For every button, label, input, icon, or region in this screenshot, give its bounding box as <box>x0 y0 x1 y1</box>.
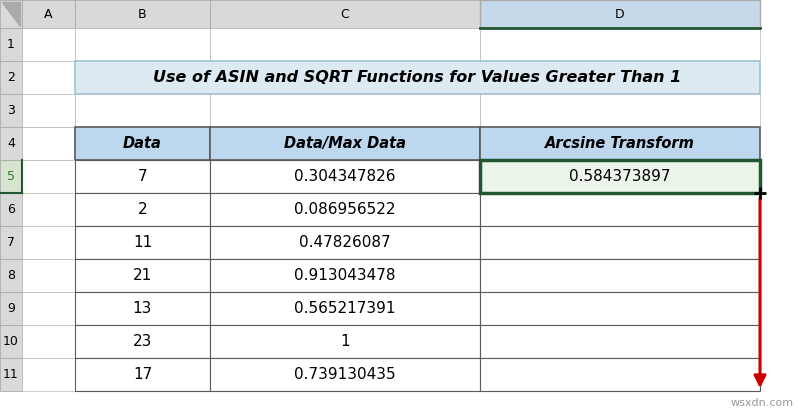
Bar <box>75 61 760 94</box>
Bar <box>22 325 75 358</box>
Polygon shape <box>2 2 20 26</box>
Bar <box>75 0 210 28</box>
Text: 0.304347826: 0.304347826 <box>294 169 396 184</box>
Text: 0.086956522: 0.086956522 <box>294 202 396 217</box>
Bar <box>0 127 22 160</box>
Text: Arcsine Transform: Arcsine Transform <box>545 136 695 151</box>
Text: 3: 3 <box>7 104 15 117</box>
Bar <box>75 193 210 226</box>
Bar <box>0 193 22 226</box>
Text: D: D <box>615 7 625 21</box>
Text: 0.913043478: 0.913043478 <box>294 268 396 283</box>
Bar <box>75 94 210 127</box>
Bar <box>75 259 210 292</box>
Text: 2: 2 <box>7 71 15 84</box>
Bar <box>22 0 75 28</box>
Bar <box>480 94 760 127</box>
Text: 2: 2 <box>138 202 148 217</box>
Bar <box>22 160 75 193</box>
Bar <box>480 28 760 61</box>
Text: 1: 1 <box>340 334 350 349</box>
Bar <box>75 325 210 358</box>
Bar <box>210 193 480 226</box>
Bar <box>0 292 22 325</box>
Text: 7: 7 <box>7 236 15 249</box>
Bar <box>480 160 760 193</box>
Text: 10: 10 <box>3 335 19 348</box>
Text: 7: 7 <box>138 169 148 184</box>
Text: 13: 13 <box>132 301 152 316</box>
Bar <box>22 94 75 127</box>
Text: Use of ASIN and SQRT Functions for Values Greater Than 1: Use of ASIN and SQRT Functions for Value… <box>153 70 681 85</box>
Bar <box>0 259 22 292</box>
Text: 9: 9 <box>7 302 15 315</box>
Bar <box>22 193 75 226</box>
Text: 0.565217391: 0.565217391 <box>294 301 396 316</box>
Text: 11: 11 <box>3 368 19 381</box>
Bar <box>0 0 22 28</box>
Bar <box>22 61 75 94</box>
Bar <box>210 358 480 391</box>
Text: 0.584373897: 0.584373897 <box>569 169 671 184</box>
Bar <box>480 193 760 226</box>
Text: 4: 4 <box>7 137 15 150</box>
Text: Data/Max Data: Data/Max Data <box>284 136 406 151</box>
Bar <box>22 226 75 259</box>
Bar <box>22 292 75 325</box>
Bar <box>210 28 480 61</box>
Bar <box>75 358 210 391</box>
Bar <box>0 226 22 259</box>
Bar <box>22 28 75 61</box>
Bar <box>480 358 760 391</box>
Text: 21: 21 <box>133 268 152 283</box>
Bar <box>75 226 210 259</box>
Text: C: C <box>341 7 350 21</box>
Text: 23: 23 <box>132 334 152 349</box>
Bar <box>22 358 75 391</box>
Bar <box>210 292 480 325</box>
Bar <box>0 358 22 391</box>
Text: 0.739130435: 0.739130435 <box>294 367 396 382</box>
Text: 0.47826087: 0.47826087 <box>299 235 391 250</box>
Text: 1: 1 <box>7 38 15 51</box>
Bar <box>0 94 22 127</box>
Text: B: B <box>138 7 147 21</box>
Bar <box>210 259 480 292</box>
Bar <box>210 127 480 160</box>
Bar <box>480 226 760 259</box>
Bar <box>210 94 480 127</box>
Bar <box>210 226 480 259</box>
Bar <box>480 127 760 160</box>
Bar <box>480 0 760 28</box>
Text: 5: 5 <box>7 170 15 183</box>
Bar <box>210 0 480 28</box>
Bar <box>480 259 760 292</box>
Bar <box>75 160 210 193</box>
Bar <box>22 127 75 160</box>
Bar <box>0 28 22 61</box>
Text: 11: 11 <box>133 235 152 250</box>
Bar <box>0 61 22 94</box>
Text: 8: 8 <box>7 269 15 282</box>
Bar <box>75 127 210 160</box>
Bar <box>0 325 22 358</box>
Bar <box>210 160 480 193</box>
Bar <box>480 325 760 358</box>
Bar <box>75 292 210 325</box>
Bar <box>75 28 210 61</box>
Bar <box>0 160 22 193</box>
Bar <box>22 259 75 292</box>
Text: 6: 6 <box>7 203 15 216</box>
Bar <box>210 325 480 358</box>
Text: A: A <box>44 7 53 21</box>
Text: Data: Data <box>123 136 162 151</box>
Text: 17: 17 <box>133 367 152 382</box>
Bar <box>480 292 760 325</box>
Text: wsxdn.com: wsxdn.com <box>731 398 794 408</box>
